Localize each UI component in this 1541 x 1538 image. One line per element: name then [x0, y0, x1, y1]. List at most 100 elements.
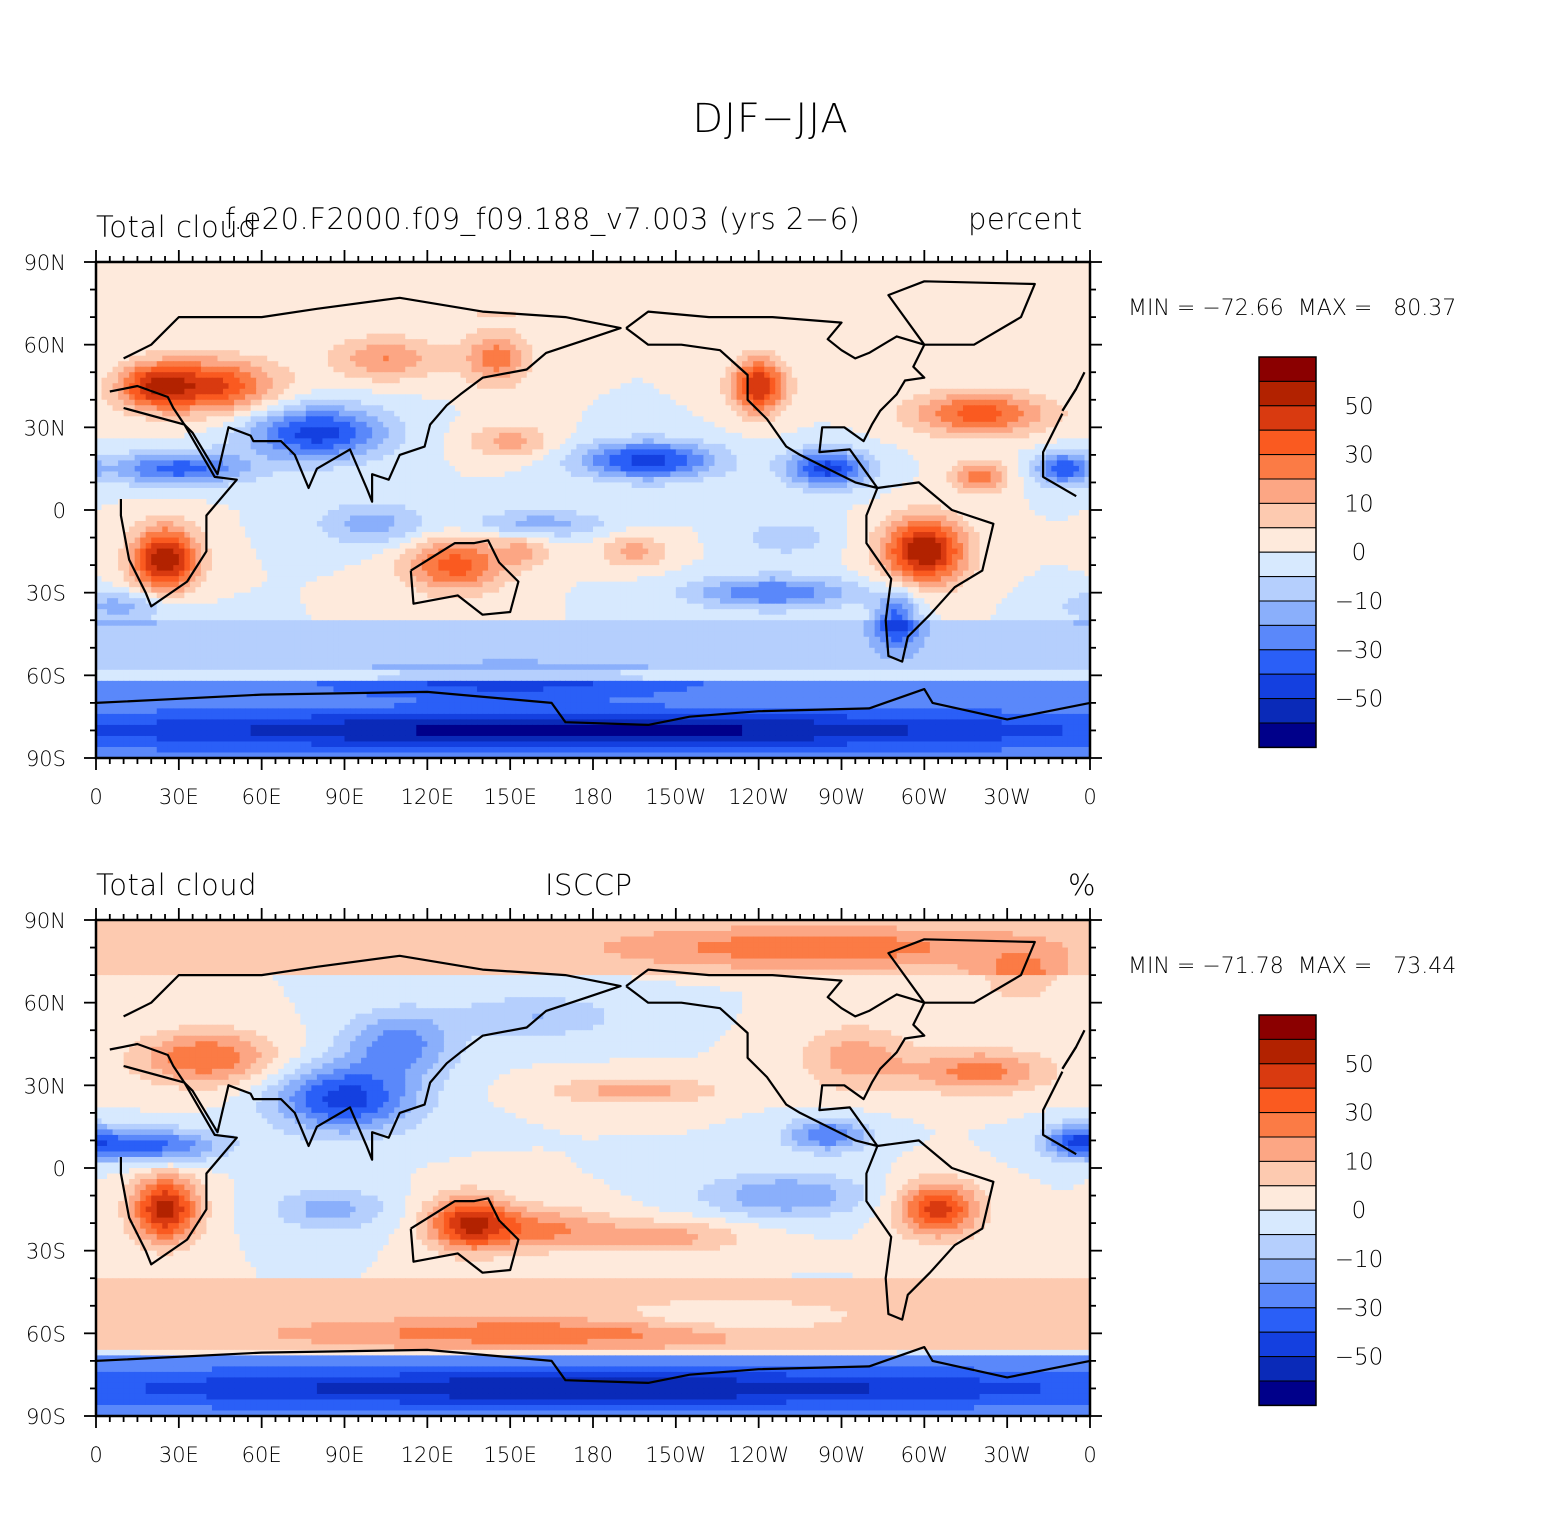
- field-cell: [626, 344, 633, 351]
- field-cell: [454, 350, 462, 357]
- field-cell: [885, 284, 892, 291]
- field-cell: [587, 372, 594, 379]
- field-cell: [659, 377, 666, 384]
- field-cell: [184, 306, 191, 313]
- field-cell: [813, 267, 821, 274]
- field-cell: [648, 311, 655, 318]
- field-cell: [615, 405, 622, 412]
- field-cell: [747, 350, 754, 357]
- field-cell: [1018, 405, 1025, 412]
- field-cell: [918, 289, 925, 296]
- field-cell: [449, 399, 456, 406]
- field-cell: [880, 333, 887, 340]
- field-cell: [361, 339, 368, 346]
- field-cell: [548, 317, 555, 324]
- field-cell: [156, 361, 163, 368]
- field-cell: [1073, 284, 1080, 291]
- field-cell: [1023, 344, 1030, 351]
- field-cell: [940, 372, 948, 379]
- field-cell: [935, 284, 942, 291]
- field-cell: [465, 410, 473, 417]
- field-cell: [918, 394, 925, 401]
- field-cell: [979, 317, 986, 324]
- field-cell: [968, 355, 975, 362]
- field-cell: [598, 383, 605, 390]
- field-cell: [720, 262, 727, 269]
- field-cell: [504, 344, 511, 351]
- field-cell: [421, 328, 428, 335]
- field-cell: [465, 361, 473, 368]
- field-cell: [399, 399, 406, 406]
- field-cell: [322, 306, 329, 313]
- field-cell: [637, 377, 644, 384]
- field-cell: [951, 300, 959, 307]
- field-cell: [1056, 322, 1063, 329]
- field-cell: [156, 328, 163, 335]
- field-cell: [570, 339, 578, 346]
- field-cell: [714, 366, 721, 373]
- field-cell: [278, 366, 285, 373]
- field-cell: [394, 388, 401, 395]
- field-cell: [918, 361, 925, 368]
- field-cell: [477, 262, 484, 269]
- field-cell: [891, 405, 898, 412]
- field-cell: [609, 267, 616, 274]
- field-cell: [532, 366, 539, 373]
- field-cell: [631, 317, 638, 324]
- field-cell: [720, 273, 727, 280]
- field-cell: [902, 289, 909, 296]
- field-cell: [962, 344, 970, 351]
- field-cell: [1001, 366, 1008, 373]
- field-cell: [305, 405, 312, 412]
- field-cell: [316, 273, 324, 280]
- field-cell: [327, 399, 335, 406]
- field-cell: [858, 344, 865, 351]
- field-cell: [891, 306, 898, 313]
- field-cell: [167, 366, 174, 373]
- field-cell: [399, 289, 406, 296]
- field-cell: [289, 306, 296, 313]
- field-cell: [1062, 350, 1069, 357]
- field-cell: [140, 278, 147, 285]
- field-cell: [305, 372, 312, 379]
- field-cell: [780, 322, 787, 329]
- field-cell: [1001, 383, 1008, 390]
- field-cell: [377, 317, 384, 324]
- field-cell: [438, 306, 445, 313]
- field-cell: [1034, 333, 1041, 340]
- field-cell: [653, 262, 660, 269]
- field-cell: [626, 399, 633, 406]
- field-cell: [294, 339, 301, 346]
- field-cell: [1029, 350, 1036, 357]
- field-cell: [338, 295, 346, 302]
- field-cell: [294, 273, 301, 280]
- field-cell: [819, 284, 826, 291]
- field-cell: [167, 344, 174, 351]
- field-cell: [537, 295, 544, 302]
- field-cell: [852, 372, 859, 379]
- field-cell: [162, 383, 169, 390]
- field-cell: [355, 383, 362, 390]
- field-cell: [1078, 361, 1086, 368]
- field-cell: [355, 333, 362, 340]
- field-cell: [880, 328, 887, 335]
- field-cell: [416, 394, 423, 401]
- field-cell: [979, 306, 986, 313]
- field-cell: [532, 333, 539, 340]
- field-cell: [1040, 399, 1047, 406]
- field-cell: [924, 273, 931, 280]
- field-cell: [465, 262, 473, 269]
- field-cell: [156, 278, 163, 285]
- field-cell: [907, 306, 914, 313]
- field-cell: [294, 405, 301, 412]
- field-cell: [421, 273, 428, 280]
- field-cell: [377, 344, 384, 351]
- field-cell: [510, 262, 517, 269]
- field-cell: [714, 267, 721, 274]
- field-cell: [670, 405, 677, 412]
- field-cell: [206, 306, 213, 313]
- field-cell: [1012, 311, 1019, 318]
- field-cell: [570, 333, 578, 340]
- field-cell: [118, 394, 125, 401]
- field-cell: [245, 278, 252, 285]
